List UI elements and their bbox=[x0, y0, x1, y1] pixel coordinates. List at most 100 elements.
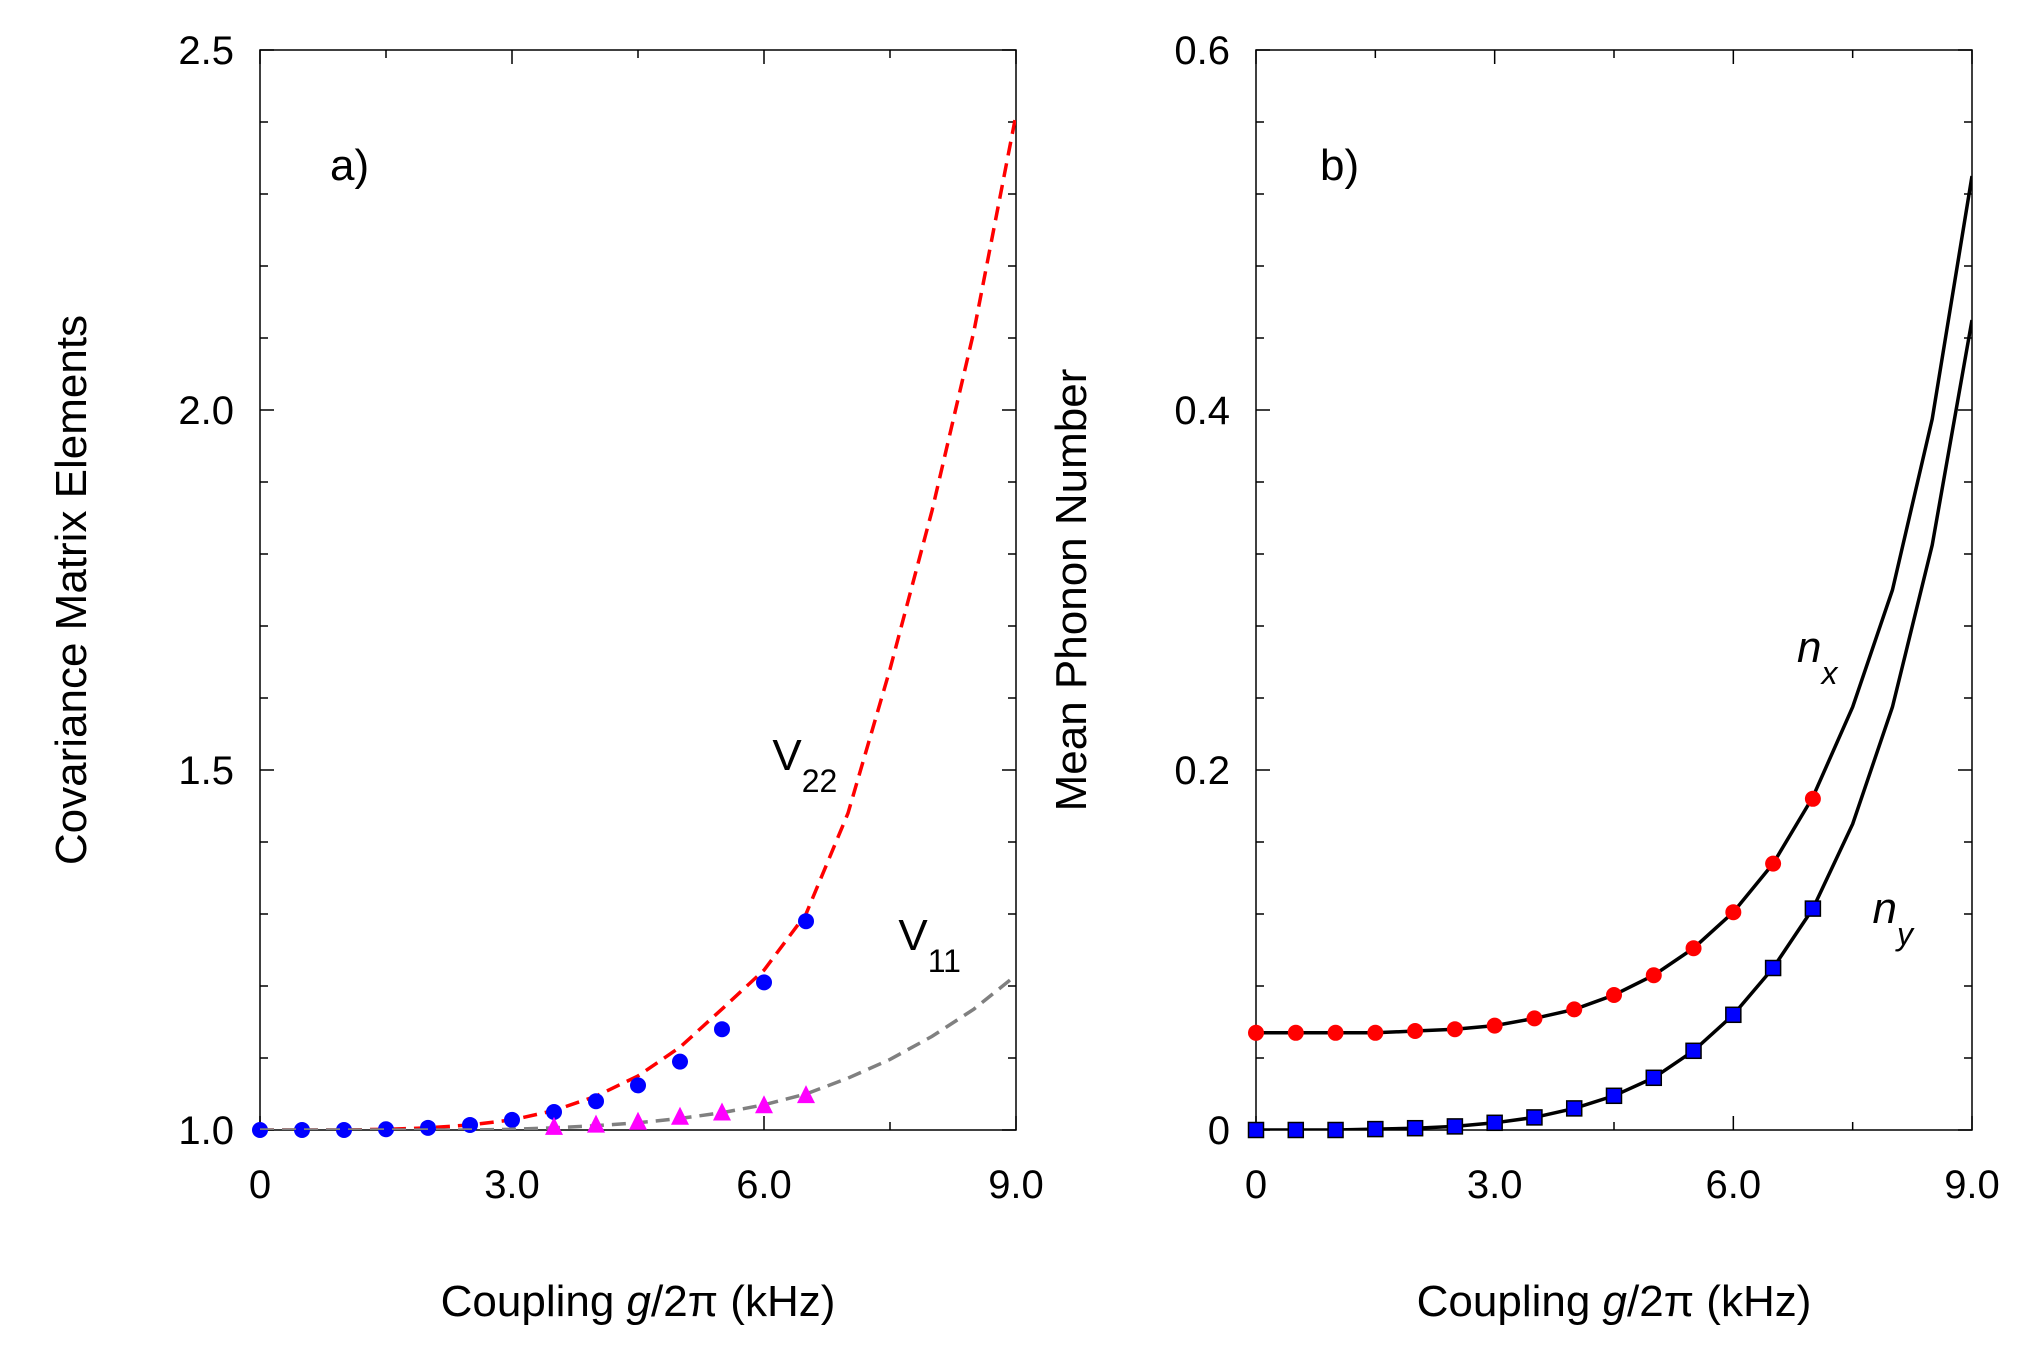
x-tick-label: 6.0 bbox=[736, 1163, 792, 1207]
panel-label: a) bbox=[330, 141, 369, 190]
data-point bbox=[546, 1104, 562, 1120]
data-point bbox=[630, 1077, 646, 1094]
y-tick-label: 2.0 bbox=[178, 389, 234, 433]
data-point bbox=[1685, 1042, 1702, 1060]
markers-V22 bbox=[252, 913, 814, 1138]
data-point bbox=[588, 1093, 604, 1110]
x-axis-title-post: /2π (kHz) bbox=[651, 1277, 835, 1326]
curve-label-V22: V22 bbox=[772, 731, 837, 799]
x-axis-title-var: g bbox=[1603, 1277, 1628, 1326]
x-tick-label: 0 bbox=[1245, 1163, 1267, 1207]
y-axis-title: Mean Phonon Number bbox=[1047, 369, 1096, 812]
data-point bbox=[1367, 1024, 1384, 1041]
data-point bbox=[1685, 940, 1702, 957]
data-point bbox=[1287, 1024, 1304, 1041]
data-point bbox=[1406, 1119, 1424, 1137]
curve-label-main: n bbox=[1797, 623, 1821, 672]
data-point bbox=[1446, 1021, 1463, 1038]
data-point bbox=[755, 1095, 773, 1114]
data-point bbox=[1446, 1118, 1464, 1135]
curve-label-main: n bbox=[1873, 884, 1897, 933]
data-point bbox=[294, 1122, 310, 1138]
x-tick-label: 9.0 bbox=[988, 1163, 1044, 1207]
curve-label-sub: 22 bbox=[802, 763, 838, 799]
data-point bbox=[587, 1114, 605, 1133]
curve-label-main: V bbox=[772, 731, 802, 780]
data-point bbox=[1367, 1120, 1384, 1138]
data-point bbox=[713, 1102, 731, 1121]
data-point bbox=[1606, 987, 1622, 1003]
curve-label-n_x: nx bbox=[1797, 623, 1838, 691]
curve-label-sub: 11 bbox=[928, 943, 961, 979]
curve-n_x bbox=[1256, 175, 1972, 1035]
data-point bbox=[629, 1111, 647, 1130]
y-tick-label: 1.0 bbox=[178, 1109, 234, 1153]
x-axis-title-var: g bbox=[627, 1277, 652, 1326]
y-tick-label: 0 bbox=[1208, 1109, 1230, 1153]
curve-label-V11: V11 bbox=[898, 911, 961, 979]
panel-label: b) bbox=[1320, 141, 1359, 190]
data-point bbox=[1804, 900, 1822, 917]
data-point bbox=[1725, 904, 1742, 921]
data-point bbox=[756, 974, 772, 991]
data-point bbox=[1765, 855, 1782, 872]
data-point bbox=[1526, 1109, 1543, 1126]
data-point bbox=[1645, 1069, 1663, 1087]
x-tick-label: 3.0 bbox=[484, 1163, 540, 1207]
data-point bbox=[1565, 1100, 1583, 1117]
markers-n_x bbox=[1248, 790, 1821, 1041]
data-point bbox=[545, 1116, 563, 1135]
data-point bbox=[504, 1111, 520, 1128]
y-axis-title: Covariance Matrix Elements bbox=[47, 315, 96, 865]
x-tick-label: 6.0 bbox=[1706, 1163, 1762, 1207]
markers-n_y bbox=[1247, 900, 1822, 1139]
plot-frame bbox=[1255, 49, 1973, 1131]
data-point bbox=[797, 1085, 815, 1104]
data-point bbox=[798, 913, 814, 930]
x-axis-title: Coupling g/2π (kHz) bbox=[441, 1277, 836, 1326]
data-point bbox=[1566, 1001, 1583, 1018]
series-V22 bbox=[260, 114, 1016, 1130]
panel-a: 0 3.0 6.0 9.0 1.0 1.5 2.0 2.5 Coupling g/2π (kHz… bbox=[47, 29, 1044, 1326]
data-point bbox=[671, 1106, 689, 1125]
data-point bbox=[1605, 1087, 1623, 1105]
series-n_x bbox=[1256, 175, 1972, 1035]
data-point bbox=[1764, 959, 1782, 977]
data-point bbox=[1645, 967, 1662, 984]
series-V11 bbox=[260, 973, 1016, 1130]
data-point bbox=[1725, 1006, 1742, 1024]
series-n_y bbox=[1256, 319, 1972, 1130]
x-tick-label: 3.0 bbox=[1467, 1163, 1523, 1207]
data-point bbox=[420, 1119, 436, 1136]
x-axis-title-post: /2π (kHz) bbox=[1627, 1277, 1811, 1326]
plot-frame bbox=[259, 49, 1017, 1131]
data-point bbox=[672, 1053, 688, 1070]
y-tick-label: 0.2 bbox=[1174, 749, 1230, 793]
curve-label-main: V bbox=[898, 911, 928, 960]
data-point bbox=[378, 1121, 394, 1138]
x-axis-title: Coupling g/2π (kHz) bbox=[1417, 1277, 1812, 1326]
y-tick-label: 0.6 bbox=[1174, 29, 1230, 73]
y-tick-label: 2.5 bbox=[178, 29, 234, 73]
data-point bbox=[1407, 1023, 1424, 1039]
y-tick-label: 0.4 bbox=[1174, 389, 1230, 433]
x-tick-label: 9.0 bbox=[1944, 1163, 2000, 1207]
markers-V11 bbox=[545, 1085, 815, 1135]
curve-n_y bbox=[1256, 319, 1972, 1130]
data-point bbox=[1804, 790, 1821, 807]
curve-label-n_y: ny bbox=[1873, 884, 1915, 952]
curve-label-sub: x bbox=[1819, 655, 1838, 691]
curve-V11 bbox=[260, 973, 1016, 1130]
data-point bbox=[336, 1122, 352, 1138]
y-tick-label: 1.5 bbox=[178, 749, 234, 793]
data-point bbox=[1486, 1017, 1503, 1034]
x-axis-title-pre: Coupling bbox=[1417, 1277, 1603, 1326]
data-point bbox=[1327, 1024, 1344, 1041]
curve-label-sub: y bbox=[1895, 916, 1915, 952]
data-point bbox=[1287, 1121, 1305, 1139]
data-point bbox=[1327, 1121, 1344, 1139]
panel-b: 0 3.0 6.0 9.0 0 0.2 0.4 0.6 Coupling g/2π (kHz) M… bbox=[1047, 29, 2000, 1326]
data-point bbox=[1486, 1114, 1503, 1132]
curve-V22 bbox=[260, 114, 1016, 1130]
